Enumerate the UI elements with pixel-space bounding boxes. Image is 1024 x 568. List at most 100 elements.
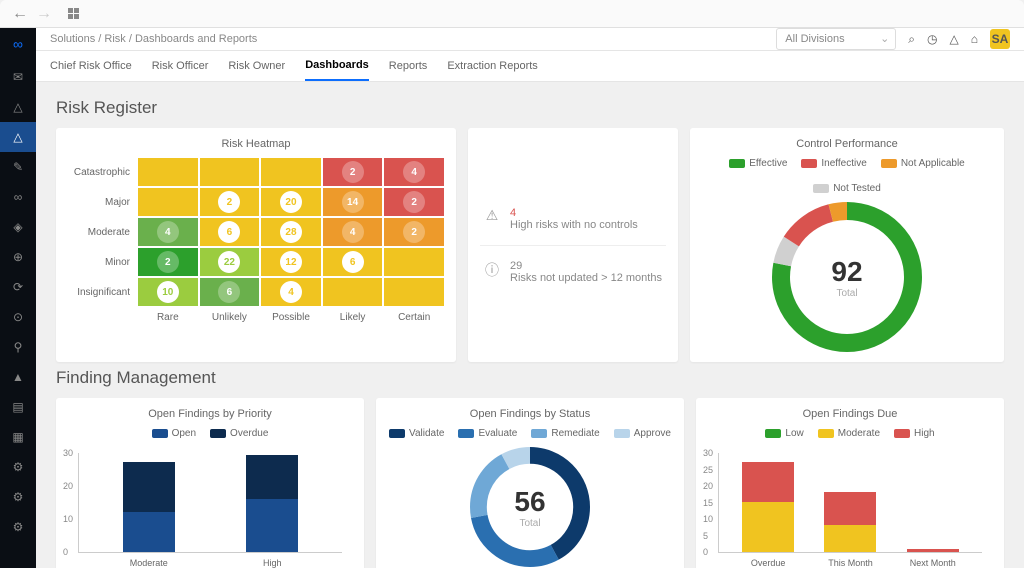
sidebar-item-link[interactable]: ∞ (0, 182, 36, 212)
tab-risk-officer[interactable]: Risk Officer (152, 52, 209, 80)
forward-arrow-icon[interactable]: → (32, 5, 56, 23)
sidebar-item-gear2[interactable]: ⚙ (0, 482, 36, 512)
heatmap-cell[interactable] (261, 158, 321, 186)
heatmap-cell[interactable] (323, 278, 383, 306)
search-icon[interactable]: ⌕ (908, 32, 915, 47)
sidebar-item-leaf[interactable]: ⟳ (0, 272, 36, 302)
bell-icon[interactable]: △ (950, 32, 959, 46)
heatmap-cell[interactable]: 2 (384, 218, 444, 246)
heatmap-cell[interactable]: 22 (200, 248, 260, 276)
heatmap-cell[interactable]: 4 (384, 158, 444, 186)
clock-icon[interactable]: ◷ (927, 32, 937, 46)
heatmap-cell[interactable]: 2 (200, 188, 260, 216)
bar-category-label: This Month (809, 558, 891, 568)
logo-icon[interactable]: ∞ (13, 36, 23, 52)
sidebar-item-alert[interactable]: ▲ (0, 362, 36, 392)
heatmap-cell[interactable]: 10 (138, 278, 198, 306)
heatmap-card: Risk Heatmap Catastrophic24Major220142Mo… (56, 128, 456, 362)
sidebar-item-gear1[interactable]: ⚙ (0, 452, 36, 482)
bar-group: This Month (809, 492, 891, 552)
sidebar-item-report[interactable]: ▦ (0, 422, 36, 452)
heatmap-cell[interactable] (200, 158, 260, 186)
division-dropdown[interactable]: All Divisions (776, 28, 896, 50)
sidebar-item-edit[interactable]: ✎ (0, 152, 36, 182)
avatar[interactable]: SA (990, 29, 1010, 49)
tab-reports[interactable]: Reports (389, 52, 428, 80)
breadcrumb-row: Solutions / Risk / Dashboards and Report… (36, 28, 1024, 51)
heatmap-cell[interactable]: 20 (261, 188, 321, 216)
alert-item[interactable]: ⓘ29Risks not updated > 12 months (480, 245, 666, 298)
sidebar-item-risk[interactable]: △ (0, 122, 36, 152)
findings-priority-legend: OpenOverdue (68, 428, 352, 439)
findings-due-legend: LowModerateHigh (708, 428, 992, 439)
sidebar-item-target[interactable]: ⊙ (0, 302, 36, 332)
heatmap-cell[interactable]: 6 (200, 218, 260, 246)
heatmap-cell[interactable]: 2 (384, 188, 444, 216)
back-arrow-icon[interactable]: ← (8, 5, 32, 23)
control-perf-total-label: Total (836, 288, 857, 299)
heatmap-col-label: Possible (261, 308, 321, 323)
apps-grid-icon[interactable] (68, 8, 79, 19)
heatmap-col-label: Unlikely (200, 308, 260, 323)
tab-extraction-reports[interactable]: Extraction Reports (447, 52, 537, 80)
section-title-risk-register: Risk Register (56, 98, 1004, 118)
window-topbar: ← → (0, 0, 1024, 28)
sidebar-item-person[interactable]: ⚲ (0, 332, 36, 362)
legend-item: Ineffective (801, 158, 866, 169)
tabs-row: Chief Risk Office Risk Officer Risk Owner D… (36, 51, 1024, 82)
findings-status-total: 56 (514, 486, 545, 518)
heatmap-cell[interactable]: 28 (261, 218, 321, 246)
bar-category-label: Next Month (892, 558, 974, 568)
findings-status-title: Open Findings by Status (388, 408, 672, 420)
heatmap-row-label: Insignificant (68, 278, 136, 306)
bar-category-label: Overdue (727, 558, 809, 568)
heatmap-col-label: Likely (323, 308, 383, 323)
legend-item: Moderate (818, 428, 880, 439)
heatmap-cell[interactable] (138, 188, 198, 216)
sidebar-item-mail[interactable]: ✉ (0, 62, 36, 92)
heatmap-cell[interactable]: 4 (261, 278, 321, 306)
heatmap-cell[interactable]: 6 (200, 278, 260, 306)
alert-item[interactable]: ⚠4High risks with no controls (480, 193, 666, 245)
heatmap-cell[interactable]: 4 (323, 218, 383, 246)
control-perf-total: 92 (831, 256, 862, 288)
sidebar-item-globe[interactable]: ⊕ (0, 242, 36, 272)
findings-priority-card: Open Findings by Priority OpenOverdue 01… (56, 398, 364, 568)
alert-text: High risks with no controls (510, 219, 638, 231)
legend-item: Not Tested (813, 183, 881, 194)
findings-status-card: Open Findings by Status ValidateEvaluate… (376, 398, 684, 568)
legend-item: High (894, 428, 935, 439)
tab-dashboards[interactable]: Dashboards (305, 51, 369, 81)
tab-risk-owner[interactable]: Risk Owner (228, 52, 285, 80)
sidebar-item-diamond[interactable]: ◈ (0, 212, 36, 242)
heatmap-title: Risk Heatmap (68, 138, 444, 150)
heatmap-cell[interactable]: 14 (323, 188, 383, 216)
findings-status-total-label: Total (519, 518, 540, 529)
heatmap-row-label: Minor (68, 248, 136, 276)
heatmap-cell[interactable]: 4 (138, 218, 198, 246)
tab-chief-risk-office[interactable]: Chief Risk Office (50, 52, 132, 80)
alert-count: 29 (510, 260, 662, 272)
section-title-finding-mgmt: Finding Management (56, 368, 1004, 388)
bar-group: High (211, 455, 335, 552)
alert-count: 4 (510, 207, 638, 219)
heatmap-cell[interactable] (384, 248, 444, 276)
alerts-card: ⚠4High risks with no controlsⓘ29Risks no… (468, 128, 678, 362)
findings-due-card: Open Findings Due LowModerateHigh 051015… (696, 398, 1004, 568)
bar-group: Overdue (727, 462, 809, 552)
heatmap-cell[interactable]: 2 (138, 248, 198, 276)
risk-heatmap: Catastrophic24Major220142Moderate462842M… (68, 158, 444, 323)
heatmap-cell[interactable] (138, 158, 198, 186)
findings-priority-chart: 0102030ModerateHigh (78, 453, 342, 553)
findings-due-title: Open Findings Due (708, 408, 992, 420)
sidebar-item-gear3[interactable]: ⚙ (0, 512, 36, 542)
home-icon[interactable]: ⌂ (971, 32, 978, 46)
sidebar-item-doc[interactable]: ▤ (0, 392, 36, 422)
heatmap-cell[interactable]: 12 (261, 248, 321, 276)
heatmap-cell[interactable]: 6 (323, 248, 383, 276)
sidebar-item-warn1[interactable]: △ (0, 92, 36, 122)
control-perf-title: Control Performance (702, 138, 992, 150)
heatmap-cell[interactable] (384, 278, 444, 306)
heatmap-cell[interactable]: 2 (323, 158, 383, 186)
heatmap-row-label: Catastrophic (68, 158, 136, 186)
